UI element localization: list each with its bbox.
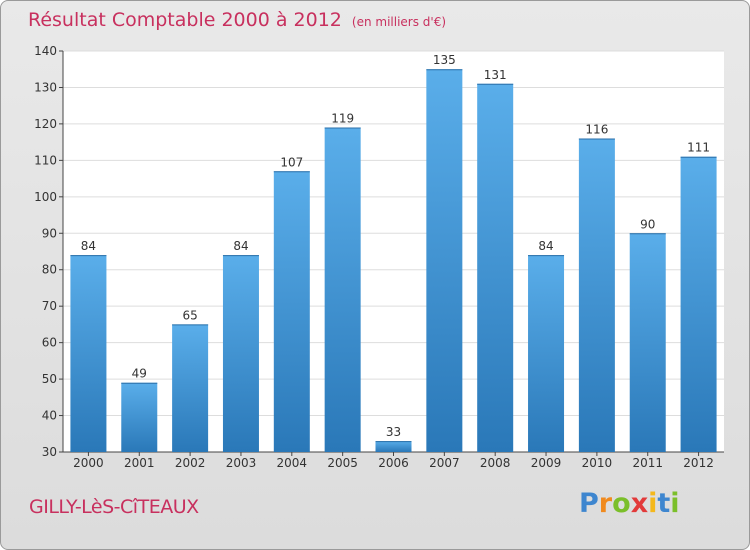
data-label-2010: 116 xyxy=(585,122,608,136)
bar-2001 xyxy=(121,382,158,452)
logo-letter: P xyxy=(579,488,599,519)
bar-2008 xyxy=(477,83,514,453)
data-label-2007: 135 xyxy=(433,53,456,67)
plot-area xyxy=(63,51,724,452)
data-label-2005: 119 xyxy=(331,112,354,126)
y-tick-label: 80 xyxy=(42,263,57,277)
data-label-2006: 33 xyxy=(386,425,401,439)
logo-letter: t xyxy=(657,488,671,519)
chart-title: Résultat Comptable 2000 à 2012 (en millie… xyxy=(28,9,446,31)
data-label-2008: 131 xyxy=(484,68,507,82)
logo-letter: r xyxy=(598,488,613,519)
y-tick-label: 100 xyxy=(34,190,57,204)
data-label-2003: 84 xyxy=(233,239,248,253)
y-tick-label: 50 xyxy=(42,372,57,386)
x-tick-label-2005: 2005 xyxy=(327,456,358,470)
x-tick-label-2012: 2012 xyxy=(683,456,714,470)
y-tick-label: 90 xyxy=(42,226,57,240)
bar-2007 xyxy=(426,69,463,453)
data-label-2001: 49 xyxy=(132,367,147,381)
x-tick-label-2010: 2010 xyxy=(582,456,613,470)
chart-unit-label: (en milliers d'€) xyxy=(351,15,447,29)
y-tick-label: 130 xyxy=(34,80,57,94)
bar-2011 xyxy=(629,233,666,452)
bar-2010 xyxy=(578,138,615,452)
bar-2006 xyxy=(375,441,412,452)
x-tick-label-2002: 2002 xyxy=(175,456,206,470)
bar-2004 xyxy=(273,171,310,453)
x-tick-label-2004: 2004 xyxy=(277,456,308,470)
logo-letter: o xyxy=(612,488,631,519)
y-tick-label: 60 xyxy=(42,336,57,350)
chart-title-text: Résultat Comptable 2000 à 2012 xyxy=(28,9,342,31)
x-tick-label-2008: 2008 xyxy=(480,456,511,470)
logo-letter: i xyxy=(648,488,658,519)
y-tick-label: 70 xyxy=(42,299,57,313)
data-label-2011: 90 xyxy=(640,217,655,231)
data-label-2000: 84 xyxy=(81,239,96,253)
bar-2000 xyxy=(70,255,107,452)
bar-2002 xyxy=(172,324,209,452)
x-tick-label-2011: 2011 xyxy=(632,456,663,470)
y-tick-label: 40 xyxy=(42,409,57,423)
data-label-2009: 84 xyxy=(538,239,553,253)
y-tick-label: 110 xyxy=(34,153,57,167)
bar-2012 xyxy=(680,156,717,452)
data-label-2002: 65 xyxy=(182,308,197,322)
bar-2009 xyxy=(528,255,565,452)
bar-2005 xyxy=(324,127,361,453)
x-tick-label-2003: 2003 xyxy=(226,456,257,470)
proxiti-logo: Proxiti xyxy=(579,488,680,519)
x-tick-label-2000: 2000 xyxy=(73,456,104,470)
x-tick-label-2009: 2009 xyxy=(531,456,562,470)
logo-letter: i xyxy=(670,488,680,519)
data-label-2012: 111 xyxy=(687,141,710,155)
x-tick-label-2001: 2001 xyxy=(124,456,155,470)
y-tick-label: 120 xyxy=(34,117,57,131)
bar-2003 xyxy=(222,255,259,452)
data-label-2004: 107 xyxy=(280,155,303,169)
x-tick-label-2007: 2007 xyxy=(429,456,460,470)
town-name: GILLY-LèS-CîTEAUX xyxy=(29,496,199,518)
x-tick-label-2006: 2006 xyxy=(378,456,409,470)
y-tick-label: 30 xyxy=(42,445,57,459)
logo-letter: x xyxy=(630,488,649,519)
y-tick-label: 140 xyxy=(34,44,57,58)
